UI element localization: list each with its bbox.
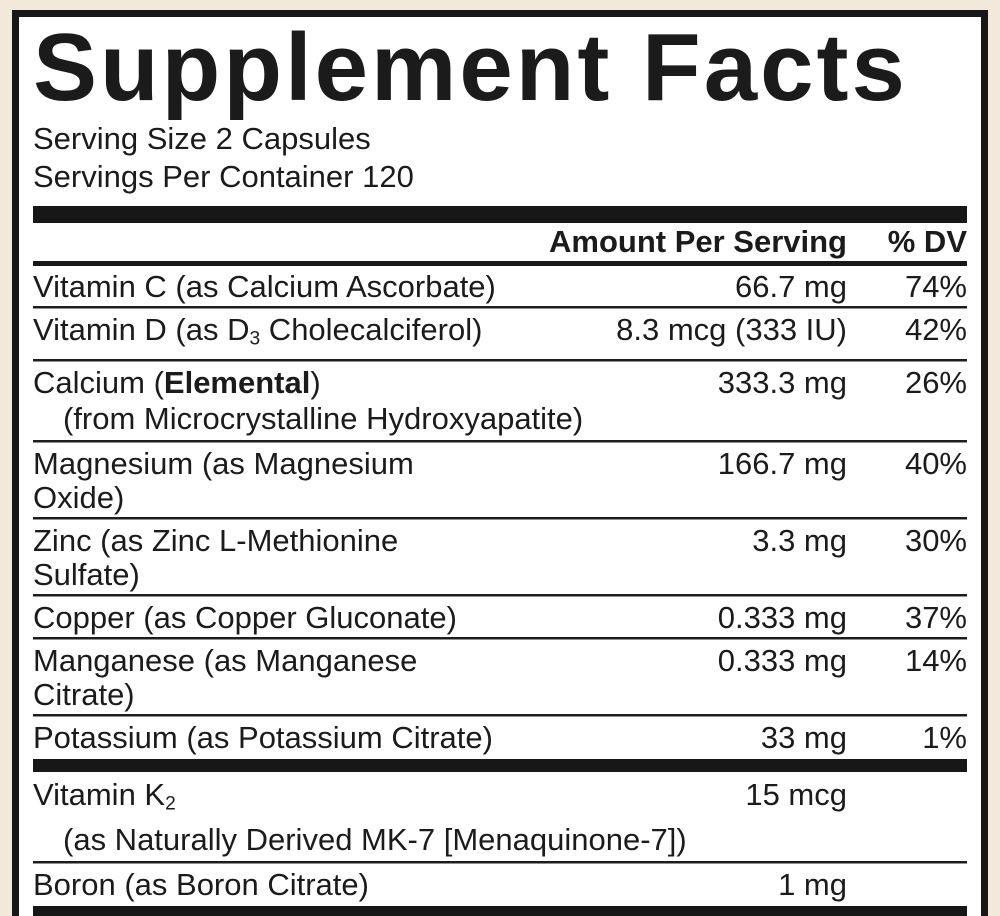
nutrient-note: (as Naturally Derived MK-7 [Menaquinone-… bbox=[63, 822, 687, 858]
table-row: Boron (as Boron Citrate) 1 mg bbox=[33, 864, 967, 904]
nutrient-name-text: Calcium ( bbox=[33, 364, 164, 400]
row-divider bbox=[33, 593, 967, 597]
nutrient-name: Boron (as Boron Citrate) bbox=[33, 868, 502, 902]
supplement-facts-panel: Supplement Facts Serving Size 2 Capsules… bbox=[12, 10, 988, 916]
nutrient-name: Manganese (as Manganese Citrate) bbox=[33, 642, 502, 712]
row-divider bbox=[33, 358, 967, 362]
row-divider bbox=[33, 636, 967, 640]
header-rule bbox=[33, 261, 967, 267]
dv-column-header: % DV bbox=[887, 224, 967, 260]
dv-value: 30% bbox=[904, 522, 967, 558]
table-row-line: Magnesium (as Magnesium Oxide) 166.7 mg 40… bbox=[33, 443, 967, 517]
nutrient-name-text: Copper (as Copper Gluconate) bbox=[33, 599, 457, 635]
amount-value: 166.7 mg bbox=[717, 445, 847, 481]
row-divider bbox=[33, 439, 967, 443]
nutrient-name: Copper (as Copper Gluconate) bbox=[33, 599, 502, 635]
nutrient-name-text: Vitamin K bbox=[33, 776, 166, 812]
nutrient-name: Vitamin K2 bbox=[33, 776, 502, 822]
table-row-line: Copper (as Copper Gluconate) 0.333 mg 37% bbox=[33, 597, 967, 637]
table-row: Calcium (Elemental) 333.3 mg 26% (from Micr… bbox=[33, 362, 967, 440]
dv-value: 42% bbox=[904, 312, 967, 348]
amount-value: 0.333 mg bbox=[717, 642, 847, 678]
table-row-line: Manganese (as Manganese Citrate) 0.333 mg… bbox=[33, 640, 967, 714]
nutrient-rows: Vitamin C (as Calcium Ascorbate) 66.7 mg 7… bbox=[33, 266, 967, 916]
nutrient-name-text: ) bbox=[310, 364, 321, 400]
table-row-line: Vitamin C (as Calcium Ascorbate) 66.7 mg 7… bbox=[33, 266, 967, 306]
thick-divider-top bbox=[33, 206, 967, 224]
nutrient-name-subscript: 2 bbox=[165, 793, 176, 815]
amount-value: 333.3 mg bbox=[717, 364, 847, 400]
amount-value: 3.3 mg bbox=[752, 522, 847, 558]
nutrient-name-text: Cholecalciferol) bbox=[260, 312, 483, 348]
table-row: Manganese (as Manganese Citrate) 0.333 mg… bbox=[33, 640, 967, 714]
nutrient-name: Potassium (as Potassium Citrate) bbox=[33, 719, 502, 755]
dv-value: 1% bbox=[922, 719, 967, 755]
nutrient-note: (from Microcrystalline Hydroxyapatite) bbox=[63, 400, 584, 436]
serving-size: Serving Size 2 Capsules bbox=[33, 121, 371, 157]
amount-value: 33 mg bbox=[760, 719, 847, 755]
thick-divider bbox=[33, 758, 967, 772]
panel-title: Supplement Facts bbox=[33, 14, 908, 121]
amount-value: 15 mcg bbox=[745, 776, 847, 812]
table-row: Vitamin D (as D3 Cholecalciferol) 8.3 mcg… bbox=[33, 309, 967, 359]
nutrient-name: Calcium (Elemental) bbox=[33, 364, 502, 400]
nutrient-name-text: Vitamin C (as Calcium Ascorbate) bbox=[33, 269, 496, 305]
table-row-line: Potassium (as Potassium Citrate) 33 mg 1% bbox=[33, 717, 967, 757]
row-divider bbox=[33, 713, 967, 717]
nutrient-name: Vitamin D (as D3 Cholecalciferol) bbox=[33, 313, 502, 357]
amount-value: 66.7 mg bbox=[734, 269, 847, 305]
thick-divider bbox=[33, 906, 967, 916]
table-row: Vitamin K2 15 mcg (as Naturally Derived MK… bbox=[33, 774, 967, 862]
amount-column-header: Amount Per Serving bbox=[549, 224, 847, 260]
dv-value: 14% bbox=[904, 642, 967, 678]
table-row-line: Calcium (Elemental) 333.3 mg 26% bbox=[33, 362, 967, 402]
table-row-line: Boron (as Boron Citrate) 1 mg bbox=[33, 864, 967, 904]
dv-value: 74% bbox=[904, 269, 967, 305]
dv-value: 37% bbox=[904, 599, 967, 635]
row-divider bbox=[33, 516, 967, 520]
row-divider bbox=[33, 306, 967, 310]
table-row: Vitamin C (as Calcium Ascorbate) 66.7 mg 7… bbox=[33, 266, 967, 306]
nutrient-name-text: Potassium (as Potassium Citrate) bbox=[33, 719, 493, 755]
nutrient-name: Vitamin C (as Calcium Ascorbate) bbox=[33, 270, 502, 304]
table-row: Copper (as Copper Gluconate) 0.333 mg 37% bbox=[33, 597, 967, 637]
amount-value: 8.3 mcg (333 IU) bbox=[616, 312, 847, 348]
nutrient-name: Zinc (as Zinc L-Methionine Sulfate) bbox=[33, 522, 502, 592]
dv-value bbox=[847, 778, 967, 822]
table-row-line: Vitamin D (as D3 Cholecalciferol) 8.3 mcg… bbox=[33, 309, 967, 359]
amount-value: 1 mg bbox=[778, 867, 847, 903]
table-row-line: Zinc (as Zinc L-Methionine Sulfate) 3.3 m… bbox=[33, 520, 967, 594]
nutrient-name-text: Vitamin D (as D bbox=[33, 312, 250, 348]
table-row: Potassium (as Potassium Citrate) 33 mg 1% bbox=[33, 717, 967, 757]
dv-value bbox=[847, 868, 967, 902]
nutrient-name-text: Boron (as Boron Citrate) bbox=[33, 867, 369, 903]
servings-per-container: Servings Per Container 120 bbox=[33, 159, 414, 195]
table-row: Magnesium (as Magnesium Oxide) 166.7 mg 40… bbox=[33, 443, 967, 517]
dv-value: 40% bbox=[904, 445, 967, 481]
nutrient-name-bold: Elemental bbox=[163, 364, 311, 400]
row-divider bbox=[33, 861, 967, 865]
nutrient-name-text: Manganese (as Manganese Citrate) bbox=[33, 642, 418, 712]
nutrient-name: Magnesium (as Magnesium Oxide) bbox=[33, 445, 502, 515]
supplement-label: Supplement Facts Serving Size 2 Capsules… bbox=[0, 10, 1000, 916]
nutrient-name-text: Zinc (as Zinc L-Methionine Sulfate) bbox=[33, 522, 399, 592]
dv-value: 26% bbox=[904, 364, 967, 400]
column-headers: Amount Per Serving % DV bbox=[33, 223, 967, 261]
table-row: Zinc (as Zinc L-Methionine Sulfate) 3.3 m… bbox=[33, 520, 967, 594]
table-row-line: Vitamin K2 15 mcg bbox=[33, 774, 967, 824]
nutrient-name-text: Magnesium (as Magnesium Oxide) bbox=[33, 445, 414, 515]
amount-value: 0.333 mg bbox=[717, 599, 847, 635]
nutrient-name-subscript: 3 bbox=[249, 328, 261, 350]
